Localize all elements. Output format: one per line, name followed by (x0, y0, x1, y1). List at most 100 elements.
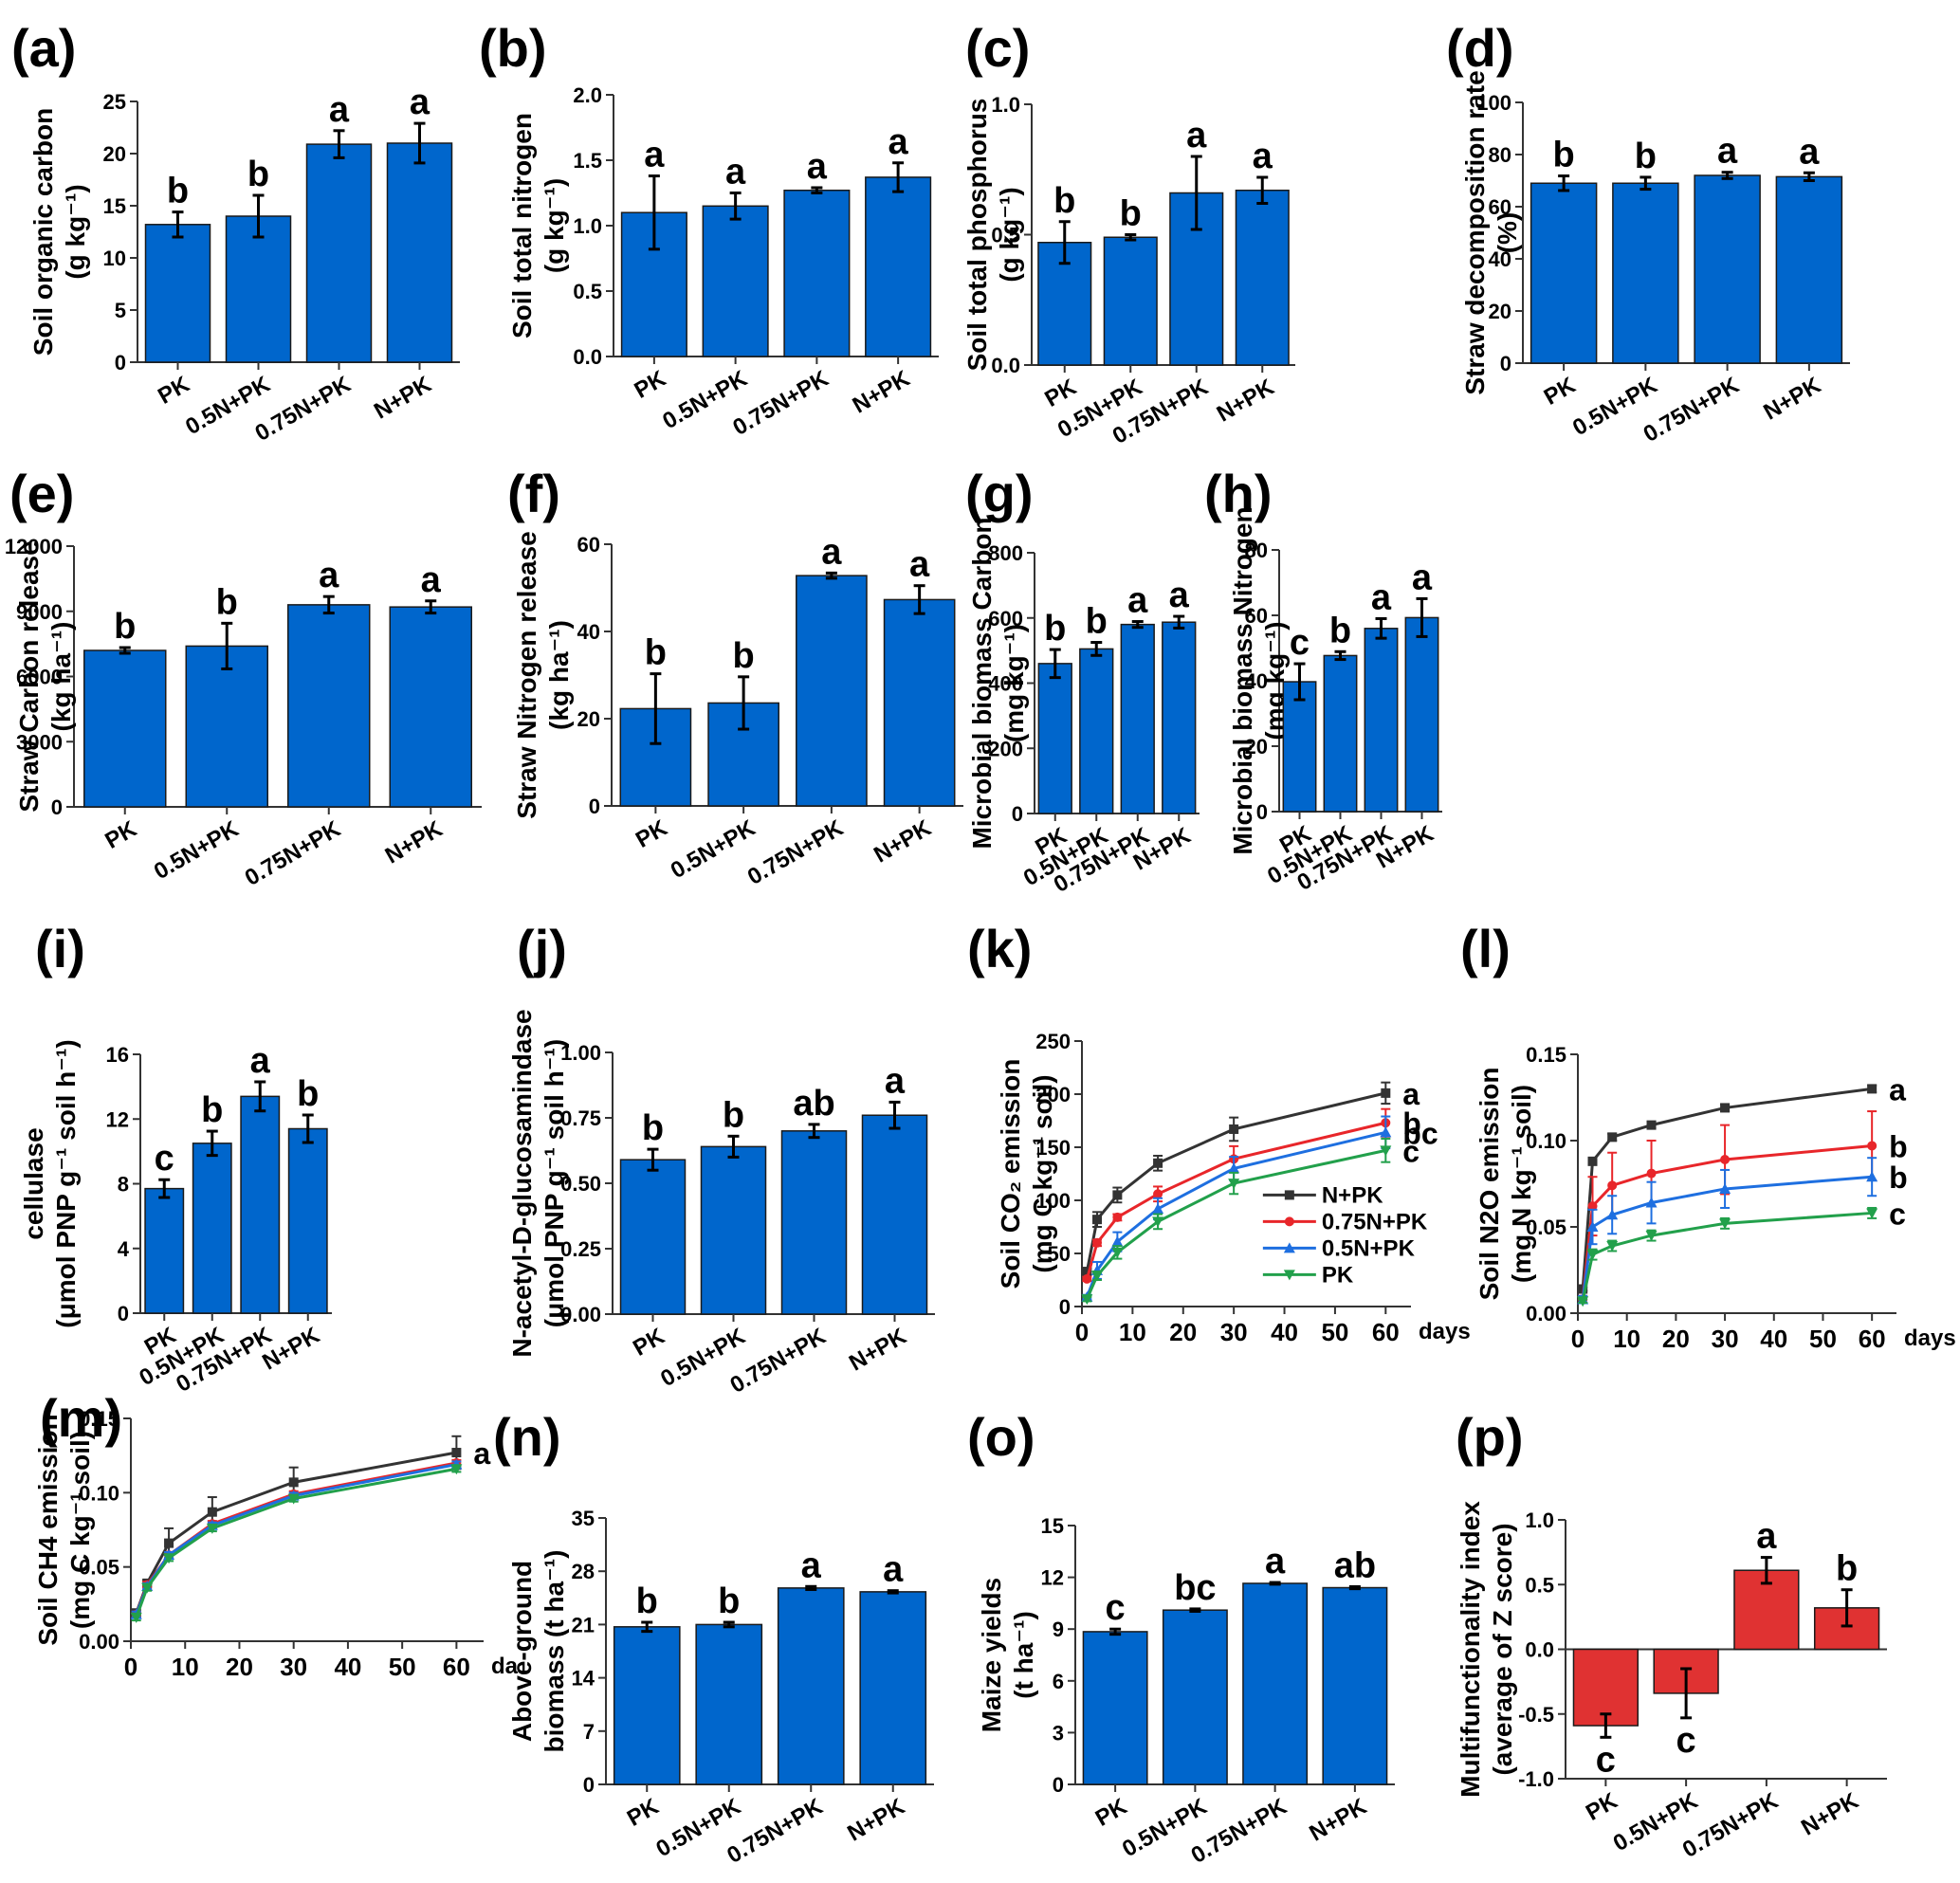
y-tick-label: 60 (1489, 195, 1511, 219)
series-N+PK: a (1578, 1072, 1906, 1294)
y-axis-label: Microbial biomass Nitrogen (mg kg⁻¹) (1228, 506, 1290, 854)
y-tick-label: 60 (1245, 604, 1268, 628)
y-tick-label: 0 (589, 795, 600, 818)
bar (185, 645, 268, 808)
x-tick-label: PK (1540, 372, 1581, 410)
significance-letter: ab (1334, 1545, 1376, 1585)
panel-label: (f) (507, 464, 560, 523)
bar (1162, 621, 1197, 814)
bar (780, 1130, 848, 1315)
significance-letter: b (1889, 1161, 1908, 1195)
y-axis-label-line1: Straw Carbon release (14, 540, 44, 812)
y-tick-label: 12000 (5, 535, 63, 558)
y-tick-label: -0.5 (1518, 1703, 1554, 1727)
significance-letter: b (723, 1095, 744, 1135)
bar (1282, 681, 1317, 813)
bar (83, 649, 167, 808)
bar (1364, 628, 1399, 813)
marker-triangle-down (1152, 1216, 1164, 1228)
x-tick-label: PK (101, 815, 141, 853)
x-tick-label: 0.5N+PK (150, 815, 244, 885)
bar (1694, 174, 1761, 364)
marker-triangle-down (1606, 1241, 1619, 1252)
bar (386, 142, 453, 363)
y-tick-label: 0 (583, 1773, 595, 1797)
y-tick-label: 20 (1245, 735, 1268, 759)
x-tick-label: 20 (226, 1653, 253, 1681)
panel-label: (a) (11, 18, 76, 78)
marker-triangle-down (1380, 1145, 1392, 1157)
x-tick-label: 0 (1571, 1325, 1584, 1353)
x-tick-label: 40 (1760, 1325, 1787, 1353)
y-tick-label: 2.0 (573, 83, 602, 107)
marker-triangle-up (1283, 1242, 1295, 1253)
y-axis-label-line2: (kg ha⁻¹) (46, 622, 76, 732)
bar (1120, 623, 1155, 814)
y-axis-label-line2: (μmol PNP g⁻¹ soil h⁻¹) (540, 1039, 569, 1327)
y-axis-label-line1: Microbial biomass Carbon (967, 517, 997, 849)
x-tick-label: N+PK (1759, 372, 1825, 425)
legend-label: 0.75N+PK (1322, 1209, 1428, 1234)
bar (240, 1095, 281, 1314)
legend-label: N+PK (1322, 1182, 1383, 1208)
x-tick-label-wrap: N+PK (870, 814, 936, 868)
panel-label: (n) (493, 1407, 561, 1467)
y-tick-label: 1.00 (560, 1041, 601, 1065)
x-tick-label-wrap: PK (630, 365, 670, 403)
y-axis-label: Soil CH4 emission (mg C kg⁻¹ soil) (33, 1414, 95, 1645)
panel-label: (j) (517, 919, 567, 978)
panel-label: (i) (35, 919, 85, 978)
series-line (1581, 1211, 1873, 1302)
significance-letter: b (1402, 1106, 1421, 1141)
marker-circle (1112, 1212, 1123, 1222)
significance-letter: b (1044, 609, 1066, 649)
y-axis-label: Microbial biomass Carbon (mg kg⁻¹) (967, 517, 1029, 849)
marker-square (1082, 1267, 1092, 1277)
x-tick-label: 50 (389, 1653, 416, 1681)
bar (305, 143, 373, 363)
x-axis-label: days (1904, 1325, 1956, 1351)
y-tick-label: 12 (106, 1107, 129, 1131)
y-axis-label-line2: (mg C kg⁻¹ soil) (65, 1431, 95, 1629)
x-tick-label: 10 (1119, 1318, 1146, 1346)
y-tick-label: 0.25 (560, 1237, 601, 1261)
significance-letter: a (1412, 558, 1433, 597)
significance-letter: a (1265, 1542, 1286, 1581)
significance-letter: a (1371, 577, 1392, 617)
y-tick-label: 1.0 (991, 93, 1020, 117)
marker-circle (1867, 1141, 1878, 1151)
y-tick-label: 0.15 (79, 1407, 119, 1431)
bar (1235, 190, 1290, 366)
significance-letter: c (1402, 1134, 1420, 1168)
bar (613, 1626, 681, 1785)
marker-circle (1092, 1237, 1103, 1248)
y-axis-label-line1: Straw decomposition rate (1460, 70, 1490, 394)
marker-circle (1646, 1168, 1657, 1179)
significance-letter: b (642, 1108, 664, 1148)
significance-letter: b (1120, 194, 1142, 234)
panel-label: (h) (1204, 464, 1273, 523)
x-tick-label: N+PK (1305, 1793, 1371, 1846)
y-tick-label: 21 (572, 1613, 595, 1636)
significance-letter: c (155, 1139, 174, 1179)
y-tick-label: 3 (1053, 1721, 1064, 1745)
y-tick-label: 40 (1489, 247, 1511, 271)
x-tick-label: PK (623, 1793, 664, 1831)
marker-circle (1153, 1189, 1163, 1199)
y-tick-label: 6 (1053, 1670, 1064, 1693)
significance-letter: bc (1402, 1116, 1438, 1150)
panel-a: (a) 0 5 10 15 20 25 Soil organic carbon (g kg⁻¹)… (11, 18, 460, 447)
marker-triangle-up (1152, 1202, 1164, 1214)
significance-letter: a (821, 532, 842, 572)
significance-letter: b (1329, 611, 1351, 650)
marker-square (1153, 1158, 1163, 1168)
bar (1775, 175, 1843, 364)
y-tick-label: 40 (1245, 669, 1268, 693)
series-line (1581, 1087, 1873, 1289)
y-tick-label: 0 (1256, 800, 1268, 824)
bar (1037, 663, 1072, 814)
significance-letter: a (410, 82, 430, 122)
